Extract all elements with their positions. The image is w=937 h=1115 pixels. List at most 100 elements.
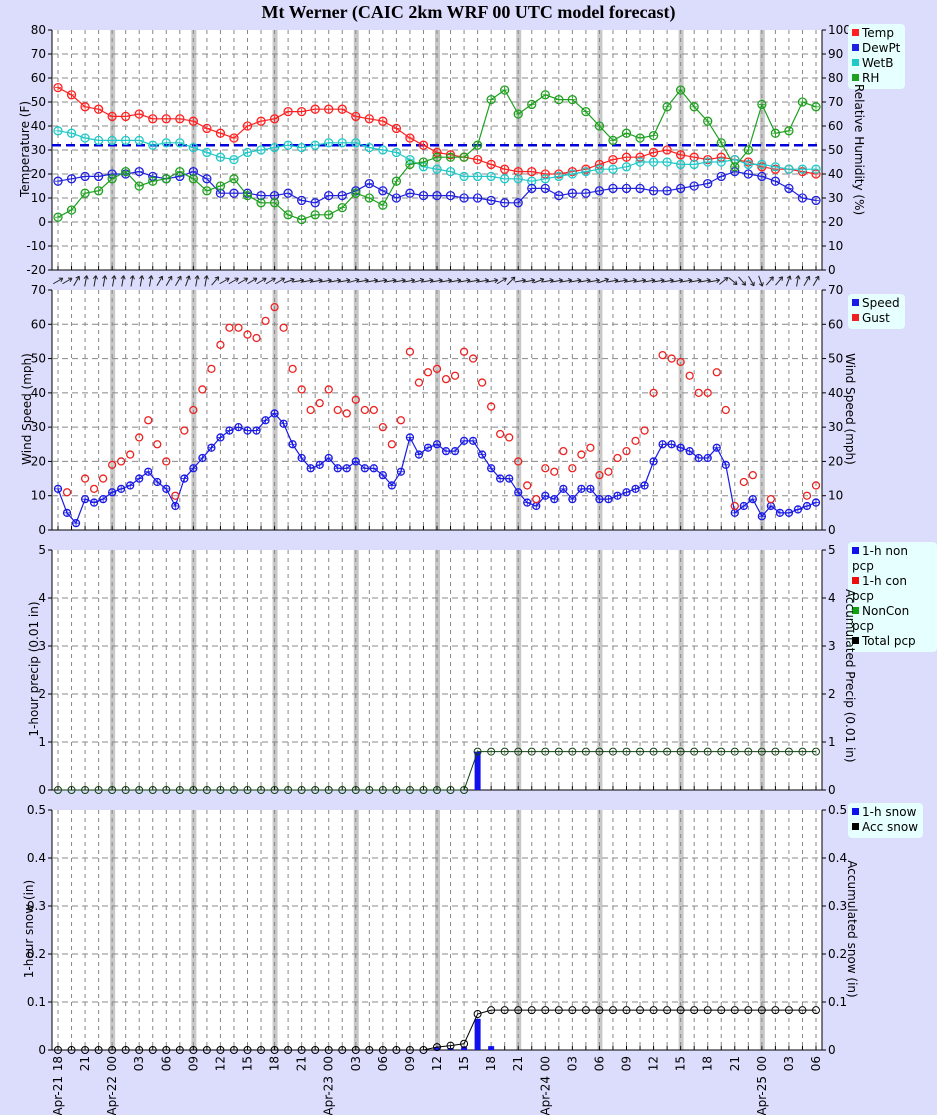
svg-text:50: 50 [828, 143, 843, 157]
svg-text:Apr-24: Apr-24 [538, 1076, 552, 1115]
svg-text:50: 50 [31, 352, 46, 366]
ylabel-wind-right: Wind Speed (mph) [843, 353, 857, 465]
svg-text:0.1: 0.1 [828, 995, 847, 1009]
svg-text:30: 30 [828, 191, 843, 205]
svg-text:30: 30 [31, 420, 46, 434]
svg-text:30: 30 [828, 420, 843, 434]
svg-text:5: 5 [828, 543, 836, 557]
svg-text:100: 100 [828, 23, 851, 37]
legend-item-conpcp: 1-h con pcp [852, 574, 907, 603]
svg-text:50: 50 [31, 95, 46, 109]
svg-text:20: 20 [828, 454, 843, 468]
svg-text:Apr-23: Apr-23 [322, 1076, 336, 1115]
svg-text:60: 60 [828, 119, 843, 133]
svg-text:4: 4 [828, 591, 836, 605]
svg-text:00: 00 [105, 1056, 119, 1071]
ylabel-temperature: Temperature (F) [18, 100, 32, 198]
svg-text:80: 80 [828, 71, 843, 85]
svg-text:10: 10 [828, 239, 843, 253]
svg-text:00: 00 [322, 1056, 336, 1071]
svg-text:0: 0 [38, 1043, 46, 1057]
svg-text:12: 12 [647, 1056, 661, 1071]
svg-text:1: 1 [828, 735, 836, 749]
chart-title: Mt Werner (CAIC 2km WRF 00 UTC model for… [261, 2, 676, 22]
svg-text:21: 21 [78, 1056, 92, 1071]
svg-text:-20: -20 [26, 263, 46, 277]
svg-text:50: 50 [828, 352, 843, 366]
svg-text:0.3: 0.3 [828, 899, 847, 913]
svg-text:20: 20 [31, 167, 46, 181]
legend-item-noncon: NonCon pcp [852, 604, 910, 633]
svg-text:15: 15 [241, 1056, 255, 1071]
svg-text:40: 40 [31, 386, 46, 400]
ylabel-snow-right: Accumulated snow (in) [845, 860, 859, 998]
svg-text:20: 20 [828, 215, 843, 229]
svg-text:12: 12 [430, 1056, 444, 1071]
svg-text:80: 80 [31, 23, 46, 37]
legend-item-dewpt: DewPt [852, 41, 900, 56]
svg-text:70: 70 [31, 47, 46, 61]
svg-text:0.5: 0.5 [828, 803, 847, 817]
legend-item-wetb: WetB [852, 56, 900, 71]
svg-text:1: 1 [38, 735, 46, 749]
legend-item-gust: Gust [852, 311, 900, 326]
legend-item-rh: RH [852, 71, 900, 86]
svg-text:10: 10 [31, 489, 46, 503]
svg-text:0.2: 0.2 [828, 947, 847, 961]
svg-text:06: 06 [376, 1056, 390, 1071]
svg-text:10: 10 [31, 191, 46, 205]
svg-text:0: 0 [38, 783, 46, 797]
legend-precip: 1-h non pcp 1-h con pcp NonCon pcp Total… [848, 542, 937, 652]
svg-text:5: 5 [38, 543, 46, 557]
legend-snow: 1-h snow Acc snow [848, 803, 924, 838]
ylabel-precip-left: 1-hour precip (0.01 in) [27, 601, 41, 737]
svg-text:2: 2 [38, 687, 46, 701]
svg-text:40: 40 [828, 386, 843, 400]
svg-text:70: 70 [31, 283, 46, 297]
svg-text:90: 90 [828, 47, 843, 61]
svg-text:10: 10 [828, 489, 843, 503]
legend-temperature: Temp DewPt WetB RH [848, 24, 906, 89]
svg-text:60: 60 [31, 71, 46, 85]
legend-item-total: Total pcp [852, 634, 932, 649]
svg-text:60: 60 [31, 317, 46, 331]
svg-text:Apr-25: Apr-25 [755, 1076, 769, 1115]
svg-text:18: 18 [701, 1056, 715, 1071]
legend-item-acc-snow: Acc snow [852, 820, 918, 835]
svg-text:12: 12 [213, 1056, 227, 1071]
svg-text:06: 06 [592, 1056, 606, 1071]
svg-text:0: 0 [828, 783, 836, 797]
svg-text:60: 60 [828, 317, 843, 331]
svg-text:70: 70 [828, 95, 843, 109]
svg-text:18: 18 [51, 1056, 65, 1071]
svg-text:0: 0 [38, 523, 46, 537]
svg-text:2: 2 [828, 687, 836, 701]
svg-text:0.5: 0.5 [27, 803, 46, 817]
svg-text:03: 03 [782, 1056, 796, 1071]
svg-text:0: 0 [828, 1043, 836, 1057]
svg-text:0.3: 0.3 [27, 899, 46, 913]
svg-text:Apr-21: Apr-21 [51, 1076, 65, 1115]
legend-item-1h-snow: 1-h snow [852, 805, 918, 820]
svg-text:21: 21 [511, 1056, 525, 1071]
svg-text:09: 09 [403, 1056, 417, 1071]
ylabel-precip-right: Accumulated Precip (0.01 in) [843, 589, 857, 763]
svg-text:03: 03 [132, 1056, 146, 1071]
svg-text:0: 0 [828, 263, 836, 277]
svg-text:20: 20 [31, 454, 46, 468]
svg-text:3: 3 [38, 639, 46, 653]
svg-text:06: 06 [159, 1056, 173, 1071]
svg-text:30: 30 [31, 143, 46, 157]
svg-text:15: 15 [674, 1056, 688, 1071]
svg-text:09: 09 [620, 1056, 634, 1071]
svg-text:70: 70 [828, 283, 843, 297]
svg-text:00: 00 [755, 1056, 769, 1071]
svg-text:Apr-22: Apr-22 [105, 1076, 119, 1115]
svg-text:0: 0 [828, 523, 836, 537]
svg-text:03: 03 [565, 1056, 579, 1071]
svg-text:0.1: 0.1 [27, 995, 46, 1009]
svg-text:09: 09 [186, 1056, 200, 1071]
legend-item-speed: Speed [852, 296, 900, 311]
svg-text:4: 4 [38, 591, 46, 605]
